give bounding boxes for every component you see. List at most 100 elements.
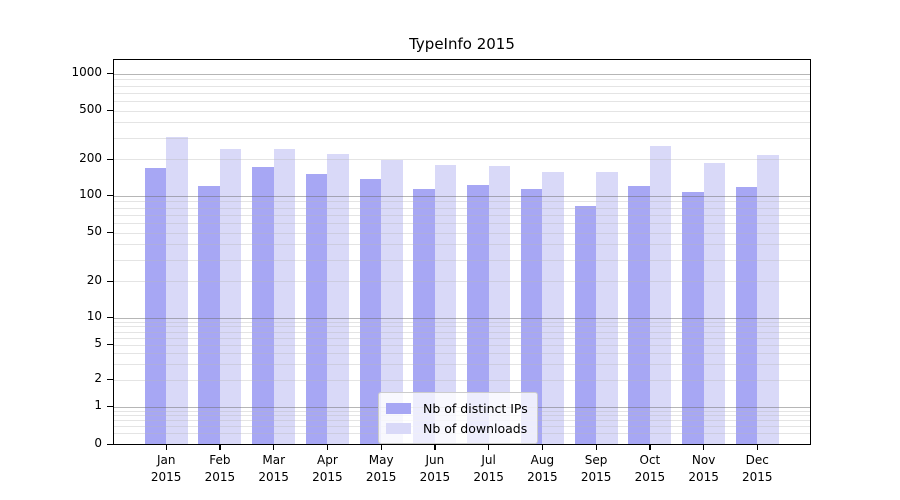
bar-ips-dec bbox=[735, 186, 758, 445]
y-tick-5 bbox=[107, 343, 113, 346]
gridline-minor-4 bbox=[113, 353, 811, 355]
y-tick-2 bbox=[107, 379, 113, 381]
x-tick-label-feb: Feb 2015 bbox=[204, 453, 236, 484]
x-tick-jul bbox=[488, 445, 490, 450]
bar-ips-aug bbox=[520, 188, 543, 445]
legend-label-distinct-ips: Nb of distinct IPs bbox=[423, 400, 528, 416]
gridline-minor-40 bbox=[113, 244, 811, 246]
gridline-minor-400 bbox=[113, 122, 811, 124]
bar-downloads-jun bbox=[434, 165, 457, 445]
gridline-minor-500 bbox=[113, 110, 811, 112]
plot-area bbox=[113, 59, 811, 445]
x-tick-may bbox=[380, 445, 382, 450]
legend-item-downloads: Nb of downloads bbox=[386, 418, 528, 438]
x-tick-jun bbox=[434, 445, 436, 450]
bar-ips-jan bbox=[144, 167, 167, 445]
y-tick-10 bbox=[107, 317, 113, 319]
gridline-minor-700 bbox=[113, 92, 811, 94]
bar-downloads-may bbox=[381, 160, 403, 445]
y-tick-label-1: 1 bbox=[94, 398, 102, 412]
gridline-minor-20 bbox=[113, 281, 811, 283]
x-tick-mar bbox=[273, 445, 275, 450]
bar-downloads-jan bbox=[166, 136, 188, 445]
y-tick-label-0: 0 bbox=[94, 436, 102, 451]
bar-ips-apr bbox=[305, 173, 328, 445]
x-tick-label-jan: Jan 2015 bbox=[150, 453, 182, 484]
x-tick-dec bbox=[756, 445, 758, 450]
gridline-minor-2 bbox=[113, 379, 811, 381]
gridline-minor-80 bbox=[113, 207, 811, 209]
legend-swatch-downloads bbox=[386, 422, 411, 434]
gridline-major-1000 bbox=[113, 73, 811, 75]
legend: Nb of distinct IPs Nb of downloads bbox=[378, 392, 538, 444]
bar-downloads-oct bbox=[649, 145, 672, 445]
y-tick-label-200: 200 bbox=[79, 150, 102, 165]
x-tick-aug bbox=[541, 445, 544, 450]
chart-title: TypeInfo 2015 bbox=[409, 35, 515, 53]
bar-ips-oct bbox=[628, 186, 650, 445]
bar-ips-sep bbox=[574, 206, 597, 445]
y-tick-50 bbox=[107, 231, 113, 234]
y-tick-label-1000: 1000 bbox=[71, 65, 102, 80]
x-tick-label-dec: Dec 2015 bbox=[742, 453, 773, 484]
gridline-minor-800 bbox=[113, 85, 811, 87]
gridline-minor-200 bbox=[113, 159, 811, 161]
y-tick-label-10: 10 bbox=[86, 309, 102, 324]
y-tick-label-50: 50 bbox=[86, 224, 102, 238]
x-tick-sep bbox=[595, 445, 597, 450]
bar-downloads-mar bbox=[273, 148, 296, 445]
gridline-minor-3 bbox=[113, 364, 811, 366]
gridline-minor-8 bbox=[113, 326, 811, 328]
bar-ips-may bbox=[359, 179, 382, 445]
gridline-minor-70 bbox=[113, 214, 811, 216]
x-tick-apr bbox=[326, 445, 329, 450]
x-tick-label-oct: Oct 2015 bbox=[634, 453, 666, 484]
gridline-minor-60 bbox=[113, 222, 811, 224]
x-tick-label-jun: Jun 2015 bbox=[419, 453, 451, 484]
y-tick-500 bbox=[107, 109, 113, 112]
gridline-minor-600 bbox=[113, 100, 811, 102]
x-tick-nov bbox=[703, 445, 705, 450]
y-tick-100 bbox=[107, 195, 113, 197]
gridline-minor-30 bbox=[113, 259, 811, 261]
bar-ips-feb bbox=[198, 185, 220, 445]
bar-downloads-sep bbox=[596, 172, 618, 445]
gridline-minor-300 bbox=[113, 137, 811, 139]
x-tick-label-aug: Aug 2015 bbox=[527, 453, 558, 484]
bar-ips-jul bbox=[467, 185, 489, 445]
gridline-minor-90 bbox=[113, 201, 811, 203]
x-tick-label-sep: Sep 2015 bbox=[580, 453, 612, 484]
gridline-minor-5 bbox=[113, 344, 811, 346]
legend-swatch-distinct-ips bbox=[386, 402, 411, 414]
y-tick-label-5: 5 bbox=[94, 336, 102, 350]
bar-downloads-dec bbox=[757, 154, 779, 445]
x-tick-oct bbox=[649, 445, 651, 450]
y-tick-20 bbox=[107, 280, 113, 282]
x-tick-label-mar: Mar 2015 bbox=[258, 453, 289, 484]
bar-downloads-apr bbox=[327, 153, 349, 445]
gridline-minor-9 bbox=[113, 321, 811, 323]
gridline-major-100 bbox=[113, 195, 811, 197]
bar-ips-jun bbox=[413, 188, 435, 445]
bar-downloads-aug bbox=[542, 171, 564, 445]
gridline-minor-7 bbox=[113, 331, 811, 333]
y-tick-label-20: 20 bbox=[86, 272, 102, 287]
gridline-minor-6 bbox=[113, 337, 811, 339]
y-tick-0 bbox=[107, 444, 113, 446]
x-tick-label-nov: Nov 2015 bbox=[688, 453, 719, 484]
y-tick-200 bbox=[107, 158, 113, 160]
gridline-minor-50 bbox=[113, 232, 811, 234]
y-tick-label-2: 2 bbox=[94, 371, 102, 386]
x-tick-jan bbox=[165, 445, 167, 450]
x-tick-label-may: May 2015 bbox=[365, 453, 397, 484]
y-tick-label-500: 500 bbox=[79, 102, 102, 116]
x-tick-label-jul: Jul 2015 bbox=[473, 453, 504, 484]
x-tick-feb bbox=[219, 445, 221, 450]
y-tick-label-100: 100 bbox=[79, 187, 102, 202]
bar-downloads-feb bbox=[219, 149, 242, 445]
y-tick-1 bbox=[107, 405, 113, 408]
legend-item-distinct-ips: Nb of distinct IPs bbox=[386, 398, 528, 418]
gridline-minor-900 bbox=[113, 79, 811, 81]
y-tick-1000 bbox=[107, 73, 113, 75]
